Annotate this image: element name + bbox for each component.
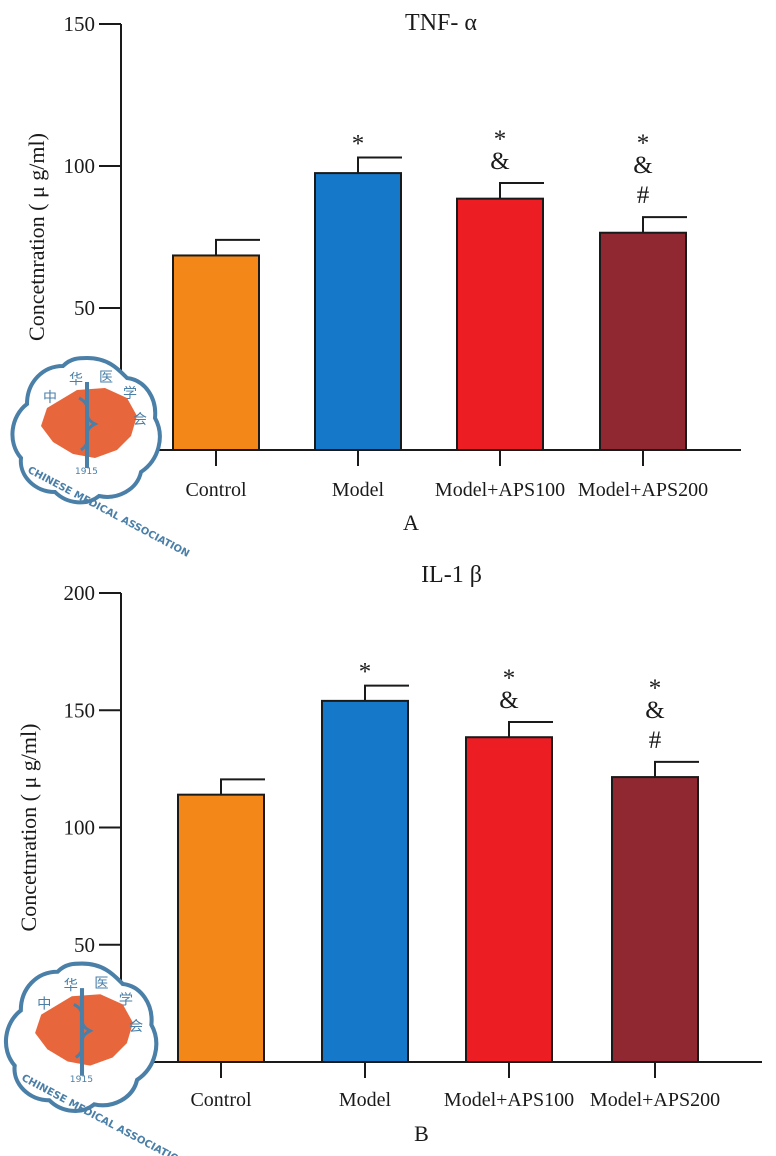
chart-panel-b: IL-1 β050100150200Concetnration ( μ g/ml…: [16, 562, 762, 1146]
significance-mark: *: [359, 659, 372, 686]
y-tick-label: 50: [74, 933, 95, 957]
bar-model-aps200: [611, 776, 699, 1064]
bar-model: [314, 172, 402, 451]
y-tick-label: 200: [64, 581, 96, 605]
significance-mark: *: [649, 675, 662, 702]
y-tick-label: 150: [64, 12, 96, 36]
x-tick-label: Model+APS200: [578, 479, 708, 501]
svg-text:华: 华: [64, 977, 78, 994]
svg-text:会: 会: [129, 1018, 143, 1035]
svg-text:中: 中: [43, 390, 57, 406]
bar-control: [177, 793, 265, 1063]
y-axis-label: Concetnration ( μ g/ml): [16, 724, 41, 932]
svg-text:华: 华: [69, 372, 83, 388]
bar-model: [321, 699, 409, 1063]
significance-mark: *: [637, 130, 650, 157]
x-tick-label: Control: [185, 479, 247, 501]
significance-mark: #: [637, 182, 650, 209]
significance-mark: #: [649, 727, 662, 754]
x-tick-label: Model+APS100: [435, 479, 565, 501]
panel-label: A: [403, 510, 419, 535]
significance-mark: &: [499, 687, 518, 714]
svg-text:学: 学: [119, 991, 133, 1008]
svg-text:学: 学: [123, 386, 137, 402]
watermark-seal-top: 中 华 医 学 会 CHINESE MEDICAL ASSOCIATION 19…: [10, 355, 191, 560]
y-tick-label: 100: [64, 154, 96, 178]
bar-model-aps100: [465, 736, 553, 1064]
svg-text:会: 会: [133, 412, 147, 428]
x-tick-label: Model: [332, 479, 385, 501]
svg-text:1915: 1915: [75, 467, 98, 477]
y-tick-label: 100: [64, 816, 96, 840]
x-tick-label: Model+APS200: [590, 1089, 720, 1111]
x-tick-label: Model+APS100: [444, 1089, 574, 1111]
bar-model-aps200: [599, 231, 687, 451]
significance-mark: *: [352, 130, 365, 157]
significance-mark: &: [490, 148, 509, 175]
y-axis-label: Concetnration ( μ g/ml): [24, 133, 49, 341]
watermark-seal-bottom: 中 华 医 学 会 CHINESE MEDICAL ASSOCIATION 19…: [3, 961, 188, 1156]
svg-text:中: 中: [37, 995, 51, 1012]
svg-text:医: 医: [94, 976, 108, 992]
y-tick-label: 50: [74, 296, 95, 320]
svg-text:医: 医: [99, 370, 113, 386]
x-tick-label: Model: [339, 1089, 392, 1111]
chart-title: TNF- α: [405, 10, 477, 36]
y-tick-label: 150: [64, 698, 96, 722]
chart-panel-a: TNF- α050100150Concetnration ( μ g/ml)Co…: [24, 10, 741, 535]
panel-label: B: [414, 1121, 429, 1146]
x-tick-label: Control: [190, 1089, 252, 1111]
significance-mark: &: [633, 152, 652, 179]
significance-mark: &: [645, 697, 664, 724]
svg-text:1915: 1915: [70, 1074, 94, 1085]
significance-mark: *: [494, 126, 507, 153]
bar-model-aps100: [456, 197, 544, 451]
chart-title: IL-1 β: [421, 562, 482, 588]
bar-control: [172, 254, 260, 451]
significance-mark: *: [503, 665, 516, 692]
